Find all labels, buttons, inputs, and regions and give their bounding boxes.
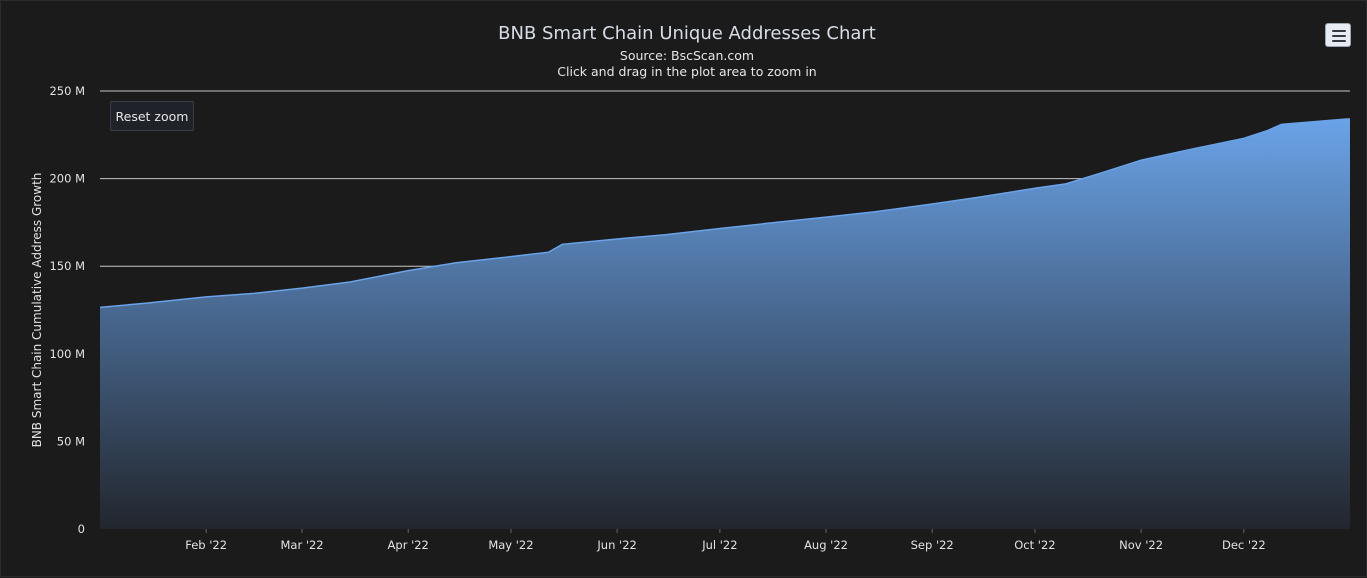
- chart-subtitle: Source: BscScan.com: [620, 48, 754, 63]
- series-area[interactable]: [100, 119, 1350, 529]
- zoom-hint: Click and drag in the plot area to zoom …: [557, 64, 816, 79]
- x-tick-label: Oct '22: [1014, 538, 1055, 552]
- reset-zoom-button[interactable]: Reset zoom: [110, 101, 194, 131]
- y-tick-label: 50 M: [57, 434, 85, 448]
- y-tick-label: 250 M: [49, 84, 85, 98]
- x-tick-label: Jul '22: [701, 538, 737, 552]
- x-tick-label: Apr '22: [388, 538, 429, 552]
- chart-context-menu-button[interactable]: [1325, 23, 1351, 47]
- x-tick-label: Nov '22: [1119, 538, 1163, 552]
- series-line: [99, 118, 1350, 309]
- y-tick-label: 150 M: [49, 259, 85, 273]
- x-tick-label: Sep '22: [911, 538, 954, 552]
- y-axis-label: BNB Smart Chain Cumulative Address Growt…: [30, 173, 44, 448]
- x-tick-label: Feb '22: [185, 538, 227, 552]
- y-tick-label: 100 M: [49, 347, 85, 361]
- y-axis-ticks: 0 50 M 100 M 150 M 200 M 250 M: [49, 84, 85, 536]
- chart-title: BNB Smart Chain Unique Addresses Chart: [498, 23, 876, 44]
- y-tick-label: 200 M: [49, 172, 85, 186]
- x-tick-label: Mar '22: [280, 538, 323, 552]
- x-tick-label: Dec '22: [1222, 538, 1266, 552]
- x-tick-label: May '22: [488, 538, 533, 552]
- x-axis-ticks: Feb '22 Mar '22 Apr '22 May '22 Jun '22 Jul '…: [185, 529, 1266, 552]
- series-layer: [99, 118, 1350, 529]
- x-tick-label: Aug '22: [804, 538, 848, 552]
- x-tick-label: Jun '22: [596, 538, 636, 552]
- y-tick-label: 0: [78, 522, 85, 536]
